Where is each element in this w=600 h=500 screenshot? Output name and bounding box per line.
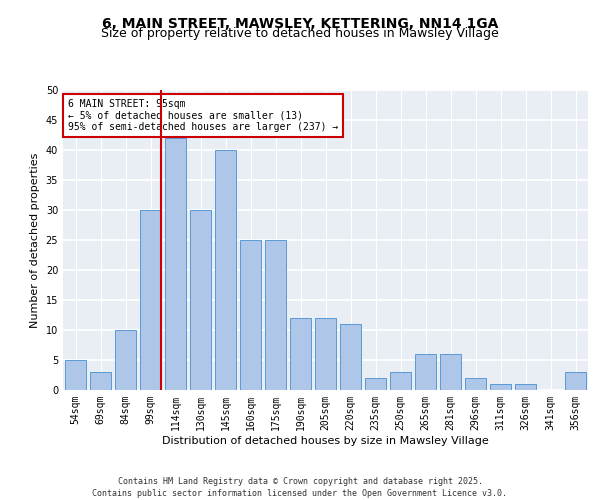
Y-axis label: Number of detached properties: Number of detached properties [30,152,40,328]
X-axis label: Distribution of detached houses by size in Mawsley Village: Distribution of detached houses by size … [162,436,489,446]
Bar [90,372,111,390]
Bar [465,378,486,390]
Bar [140,210,161,390]
Bar [365,378,386,390]
Bar [515,384,536,390]
Bar [415,354,436,390]
Text: Size of property relative to detached houses in Mawsley Village: Size of property relative to detached ho… [101,28,499,40]
Text: 6 MAIN STREET: 95sqm
← 5% of detached houses are smaller (13)
95% of semi-detach: 6 MAIN STREET: 95sqm ← 5% of detached ho… [68,99,338,132]
Bar [240,240,261,390]
Bar [440,354,461,390]
Bar [265,240,286,390]
Bar [490,384,511,390]
Bar [565,372,586,390]
Bar [115,330,136,390]
Bar [340,324,361,390]
Text: 6, MAIN STREET, MAWSLEY, KETTERING, NN14 1GA: 6, MAIN STREET, MAWSLEY, KETTERING, NN14… [102,18,498,32]
Bar [65,360,86,390]
Bar [165,138,186,390]
Bar [315,318,336,390]
Bar [215,150,236,390]
Bar [190,210,211,390]
Text: Contains HM Land Registry data © Crown copyright and database right 2025.
Contai: Contains HM Land Registry data © Crown c… [92,476,508,498]
Bar [390,372,411,390]
Bar [290,318,311,390]
